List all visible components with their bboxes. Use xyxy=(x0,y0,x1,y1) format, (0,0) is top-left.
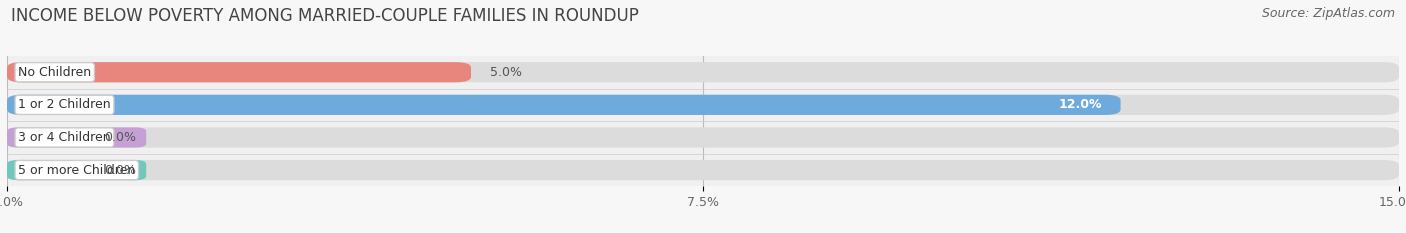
Text: 0.0%: 0.0% xyxy=(104,131,136,144)
Text: 5 or more Children: 5 or more Children xyxy=(18,164,135,177)
FancyBboxPatch shape xyxy=(7,95,1399,115)
FancyBboxPatch shape xyxy=(7,160,1399,180)
Text: 3 or 4 Children: 3 or 4 Children xyxy=(18,131,111,144)
FancyBboxPatch shape xyxy=(7,127,1399,147)
FancyBboxPatch shape xyxy=(7,95,1121,115)
Text: INCOME BELOW POVERTY AMONG MARRIED-COUPLE FAMILIES IN ROUNDUP: INCOME BELOW POVERTY AMONG MARRIED-COUPL… xyxy=(11,7,640,25)
FancyBboxPatch shape xyxy=(7,62,471,82)
FancyBboxPatch shape xyxy=(7,62,1399,82)
Text: No Children: No Children xyxy=(18,66,91,79)
Text: 5.0%: 5.0% xyxy=(489,66,522,79)
FancyBboxPatch shape xyxy=(7,127,146,147)
Text: 12.0%: 12.0% xyxy=(1059,98,1102,111)
Text: Source: ZipAtlas.com: Source: ZipAtlas.com xyxy=(1261,7,1395,20)
FancyBboxPatch shape xyxy=(7,160,146,180)
Text: 1 or 2 Children: 1 or 2 Children xyxy=(18,98,111,111)
Text: 0.0%: 0.0% xyxy=(104,164,136,177)
